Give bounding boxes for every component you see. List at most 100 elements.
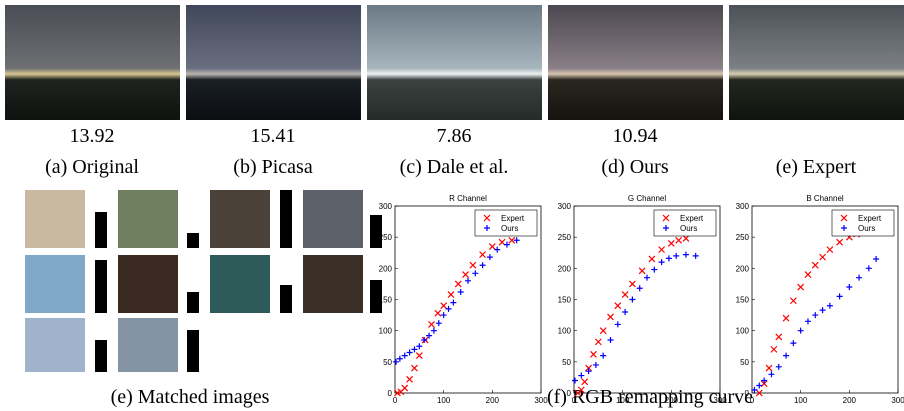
y-tick-label: 200 <box>558 264 572 273</box>
point <box>472 270 479 277</box>
point <box>812 312 819 319</box>
point <box>585 368 592 375</box>
y-tick-label: 200 <box>379 264 393 273</box>
point <box>479 251 487 259</box>
thumb <box>118 255 178 313</box>
chart-title: B Channel <box>806 194 844 203</box>
point <box>638 267 646 275</box>
point <box>465 277 471 284</box>
y-tick-label: 300 <box>558 202 572 211</box>
point <box>790 340 797 347</box>
point <box>614 302 622 310</box>
point <box>667 239 675 247</box>
score: 15.41 <box>251 125 296 147</box>
y-tick-label: 150 <box>736 296 750 305</box>
point <box>761 377 768 384</box>
point <box>804 271 812 278</box>
point <box>406 349 413 356</box>
point <box>513 237 520 244</box>
caption: (b) Picasa <box>233 156 313 178</box>
photo <box>367 5 542 120</box>
bar-icon <box>95 260 107 313</box>
y-tick-label: 300 <box>736 202 750 211</box>
point <box>440 312 447 319</box>
point <box>797 283 805 291</box>
point <box>469 261 477 269</box>
point <box>692 252 699 259</box>
score: 7.86 <box>437 125 472 147</box>
legend-box <box>653 209 717 237</box>
point <box>426 332 433 339</box>
caption: (d) Ours <box>601 156 668 178</box>
point <box>621 291 629 298</box>
point <box>503 241 510 248</box>
point <box>607 337 614 344</box>
y-tick-label: 250 <box>379 233 393 242</box>
score: 13.92 <box>70 125 115 147</box>
legend-label: Ours <box>858 224 875 233</box>
chart-title: R Channel <box>449 194 487 203</box>
point <box>865 265 872 272</box>
x-tick-label: 100 <box>616 396 630 405</box>
bar-icon <box>95 340 107 372</box>
legend-marker <box>663 225 669 231</box>
thumb <box>210 255 270 313</box>
thumb <box>210 190 270 248</box>
point <box>675 236 683 244</box>
y-tick-label: 200 <box>736 264 750 273</box>
x-tick-label: 200 <box>665 396 679 405</box>
thumb <box>303 255 363 313</box>
point <box>775 363 782 370</box>
thumb <box>25 318 85 372</box>
x-tick-label: 200 <box>843 396 857 405</box>
legend-label: Expert <box>680 214 704 223</box>
point <box>401 384 409 392</box>
score: 10.94 <box>613 125 658 147</box>
point <box>819 307 826 314</box>
bar-icon <box>95 212 107 248</box>
point <box>440 302 448 310</box>
y-tick-label: 50 <box>740 358 749 367</box>
point <box>479 262 486 269</box>
point <box>651 266 658 273</box>
point <box>804 318 811 325</box>
point <box>454 280 462 288</box>
bar-icon <box>280 190 292 248</box>
bar-icon <box>280 285 292 313</box>
point <box>447 291 455 298</box>
point <box>658 259 665 266</box>
point <box>797 327 804 334</box>
matched-images <box>25 190 382 372</box>
photo <box>548 5 723 120</box>
point <box>416 343 423 350</box>
point <box>629 296 636 303</box>
y-tick-label: 50 <box>562 358 571 367</box>
point <box>607 313 614 321</box>
caption: (e) Matched images <box>111 386 270 408</box>
point <box>411 346 418 353</box>
point <box>578 372 585 379</box>
point <box>756 382 763 389</box>
point <box>765 364 773 372</box>
bar-icon <box>187 292 199 313</box>
point <box>457 289 464 296</box>
point <box>826 246 834 254</box>
bar-icon <box>370 215 382 248</box>
point <box>581 378 589 386</box>
point <box>846 284 853 291</box>
point <box>577 386 585 394</box>
point <box>435 320 442 327</box>
caption: (e) Expert <box>776 156 857 178</box>
point <box>811 261 819 269</box>
point <box>450 299 457 306</box>
point <box>415 352 423 360</box>
x-tick-label: 0 <box>572 396 577 405</box>
point <box>782 314 790 322</box>
point <box>494 246 501 253</box>
legend-label: Expert <box>501 214 525 223</box>
bar-icon <box>370 280 382 313</box>
point <box>775 333 783 341</box>
x-tick-label: 100 <box>794 396 808 405</box>
y-tick-label: 300 <box>379 202 393 211</box>
legend-box <box>474 209 538 237</box>
